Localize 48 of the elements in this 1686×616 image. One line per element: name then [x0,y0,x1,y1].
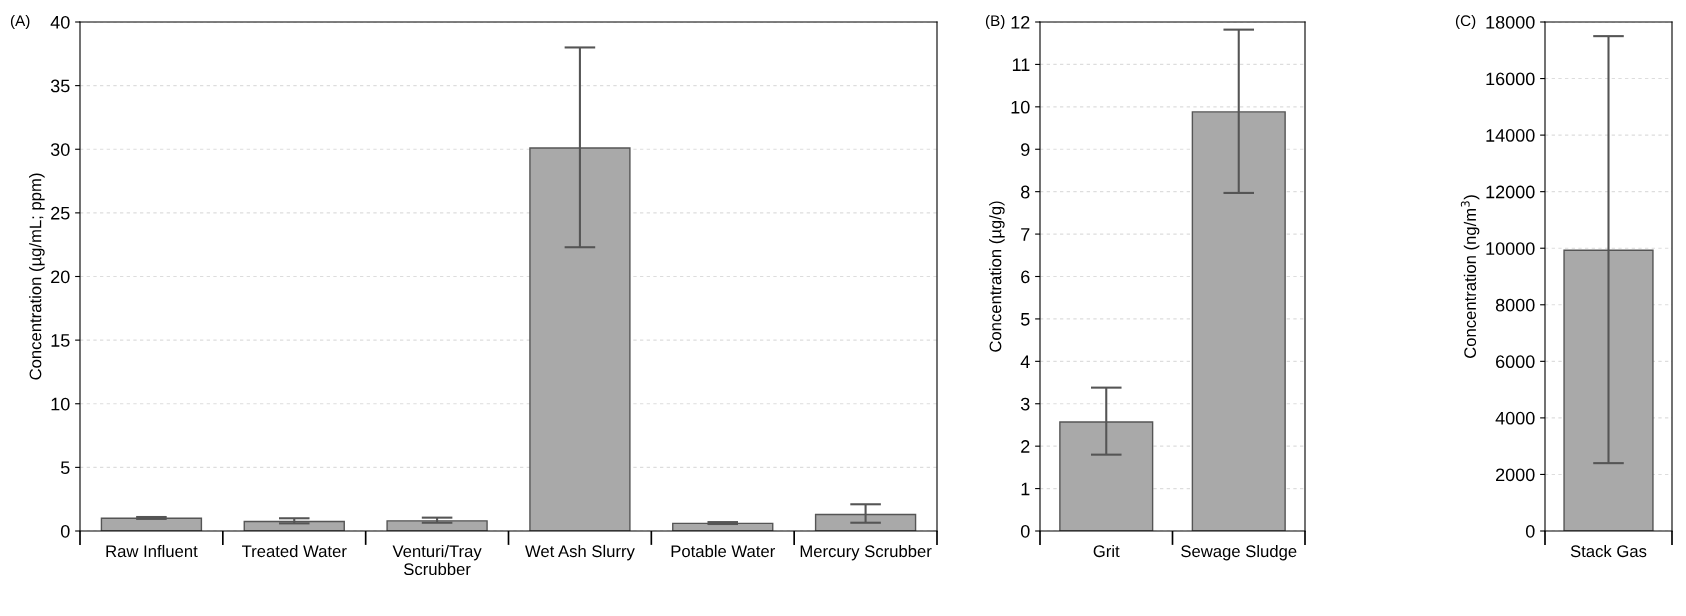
y-tick-label: 12 [1011,15,1030,29]
x-tick-label: Grit [1093,544,1120,558]
y-tick-label: 18000 [1486,15,1535,29]
y-tick-label: 2 [1021,440,1030,453]
y-axis-title: Concentration (ng/m$^{3}$) [1460,195,1480,358]
x-tick-label: Raw Influent [106,544,198,558]
y-tick-label: 8000 [1495,298,1535,312]
y-tick-label: 5 [1020,313,1030,326]
y-tick-label: 14000 [1486,129,1535,142]
y-tick-label: 7 [1021,228,1030,241]
y-tick-label: 15 [51,334,70,347]
y-tick-label: 6 [1021,270,1030,284]
y-tick-label: 1 [1021,482,1030,496]
x-tick-label: Wet Ash Slurry [525,544,635,561]
y-tick-label: 0 [1525,524,1535,538]
x-tick-label: Treated Water [241,544,347,558]
y-tick-label: 6000 [1496,355,1535,369]
y-tick-label: 30 [50,143,70,156]
y-tick-label: 9 [1021,143,1030,156]
y-tick-label: 10 [51,397,70,411]
text: (A) [10,14,30,30]
y-tick-label: 10000 [1486,242,1535,255]
y-tick-label: 12000 [1486,185,1535,199]
text: (B) [985,14,1005,30]
y-tick-label: 4 [1020,355,1030,368]
y-tick-label: 20 [51,270,70,284]
x-tick-label: Mercury Scrubber [800,544,932,561]
y-tick-label: 8 [1021,185,1030,199]
y-tick-label: 16000 [1486,72,1535,86]
x-tick-label: Sewage Sludge [1181,544,1297,561]
y-tick-label: 25 [51,206,70,220]
text: (C) [1455,14,1476,30]
y-tick-label: 11 [1012,58,1030,71]
y-axis-title: Concentration (µg/g) [989,201,1005,352]
y-tick-label: 5 [60,461,70,475]
y-tick-label: 0 [60,524,70,538]
y-tick-label: 35 [50,79,70,93]
y-tick-label: 0 [1020,524,1030,538]
y-axis-title: Concentration (µg/mL; ppm) [29,173,45,380]
x-tick-label: Potable Water [671,544,775,558]
y-tick-label: 2000 [1496,468,1535,482]
y-tick-label: 40 [50,15,70,29]
x-tick-label: Stack Gas [1570,544,1647,558]
y-tick-label: 3 [1020,397,1030,411]
y-tick-label: 10 [1011,100,1030,114]
bar [386,520,488,531]
y-tick-label: 4000 [1495,411,1535,425]
x-tick-label: Venturi/Tray Scrubber [392,544,482,576]
